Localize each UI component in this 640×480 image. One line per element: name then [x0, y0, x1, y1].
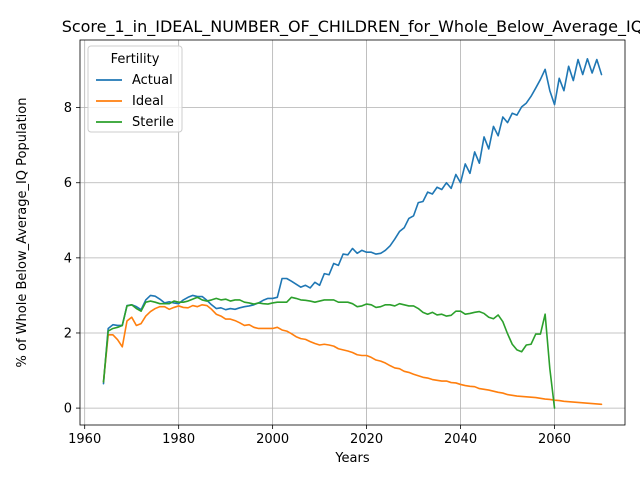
- y-tick-label: 6: [64, 176, 72, 191]
- y-axis: 0 2 4 6 8: [64, 101, 80, 417]
- legend-label-actual: Actual: [132, 73, 173, 88]
- y-tick-label: 8: [64, 101, 72, 116]
- x-axis-label: Years: [334, 451, 370, 466]
- legend-label-ideal: Ideal: [132, 94, 164, 109]
- legend-title: Fertility: [111, 52, 160, 67]
- x-axis: 1960 1980 2000 2020 2040 2060: [68, 425, 571, 447]
- x-tick-label: 1960: [68, 432, 101, 447]
- x-tick-label: 2040: [444, 432, 477, 447]
- x-tick-label: 1980: [162, 432, 195, 447]
- x-tick-label: 2020: [350, 432, 383, 447]
- series-line-actual: [102, 57, 603, 385]
- x-tick-label: 2000: [256, 432, 289, 447]
- series-line-sterile: [102, 296, 556, 409]
- y-tick-label: 4: [64, 251, 72, 266]
- legend: Fertility Actual Ideal Sterile: [87, 45, 183, 133]
- series-line-ideal: [102, 303, 603, 406]
- chart-title: Score_1_in_IDEAL_NUMBER_OF_CHILDREN_for_…: [62, 17, 640, 37]
- y-tick-label: 0: [64, 402, 72, 417]
- x-tick-label: 2060: [538, 432, 571, 447]
- legend-box: [87, 45, 183, 133]
- series-layer: [102, 57, 603, 409]
- y-axis-label: % of Whole Below_Average_IQ Population: [15, 98, 30, 368]
- grid-lines: [80, 40, 625, 425]
- legend-items: Actual Ideal Sterile: [96, 73, 174, 130]
- plot-area-frame: [79, 39, 626, 426]
- y-tick-label: 2: [64, 326, 72, 341]
- legend-label-sterile: Sterile: [132, 115, 174, 130]
